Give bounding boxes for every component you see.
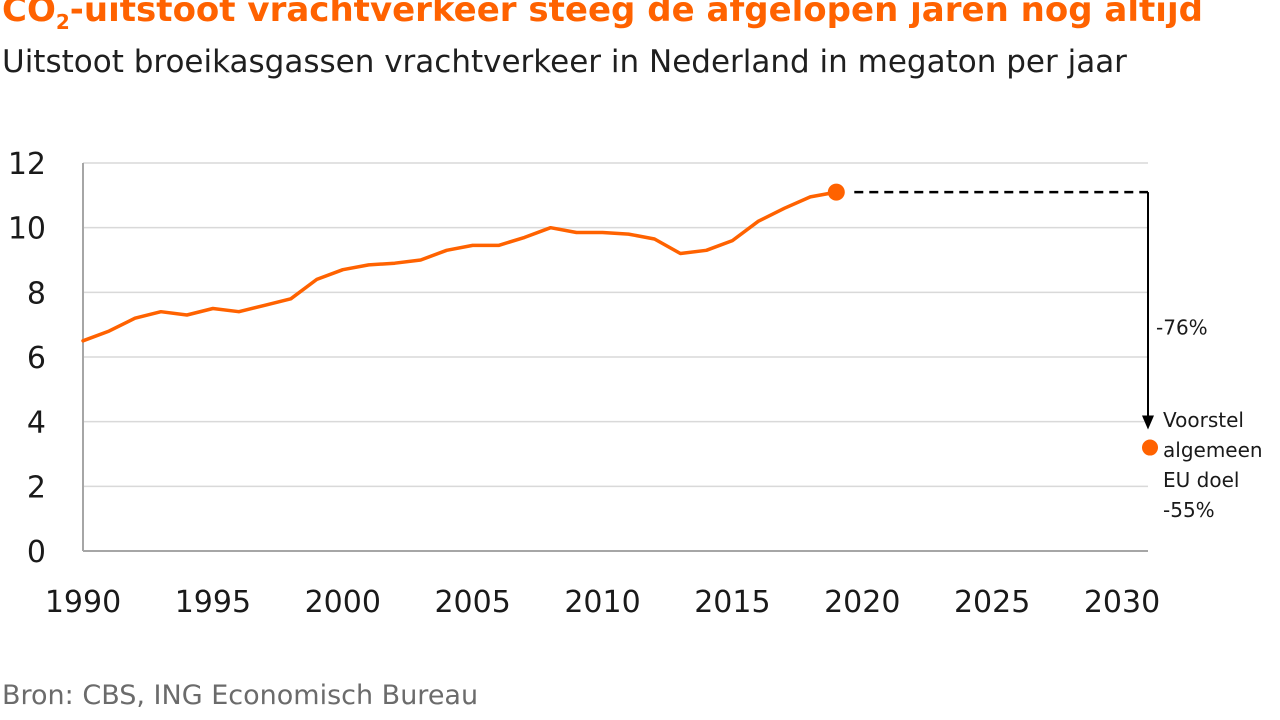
reduction-label: -76% (1156, 315, 1208, 339)
y-tick-label-2: 2 (27, 470, 46, 505)
axes (82, 163, 1148, 552)
target-label-line-1: Voorstel (1163, 408, 1244, 432)
x-tick-label-1990: 1990 (45, 585, 121, 620)
x-tick-label-2015: 2015 (694, 585, 770, 620)
y-tick-label-4: 4 (27, 406, 46, 441)
target-label-line-4: -55% (1163, 498, 1215, 522)
chart-subtitle: Uitstoot broeikasgassen vrachtverkeer in… (2, 44, 1127, 80)
y-tick-label-12: 12 (8, 147, 46, 182)
x-tick-label-2000: 2000 (305, 585, 381, 620)
y-tick-label-6: 6 (27, 341, 46, 376)
tick-labels: 0 2 4 6 8 10 12 1990 1995 2000 2005 2010 2015 2020 202… (8, 147, 1160, 620)
chart-title: CO2-uitstoot vrachtverkeer steeg de afge… (2, 0, 1203, 34)
series-line (81, 190, 839, 343)
x-tick-label-2030: 2030 (1084, 585, 1160, 620)
x-tick-label-2025: 2025 (954, 585, 1030, 620)
target-label-line-3: EU doel (1163, 468, 1239, 492)
reduction-arrowhead (1142, 415, 1154, 430)
source-note: Bron: CBS, ING Economisch Bureau (2, 680, 479, 711)
x-tick-label-1995: 1995 (175, 585, 251, 620)
grid-lines (83, 162, 1148, 488)
target-marker (1142, 439, 1158, 456)
x-tick-label-2020: 2020 (824, 585, 900, 620)
title-subscript: 2 (55, 9, 70, 34)
endpoint-marker (827, 183, 845, 201)
series-layer (81, 183, 845, 343)
target-label-line-2: algemeen (1163, 438, 1263, 462)
x-tick-label-2010: 2010 (564, 585, 640, 620)
y-tick-label-10: 10 (8, 212, 46, 247)
annotations: -76% Voorstel algemeen EU doel -55% (854, 190, 1263, 522)
y-tick-label-0: 0 (27, 535, 46, 570)
x-tick-label-2005: 2005 (434, 585, 510, 620)
y-tick-label-8: 8 (27, 276, 46, 311)
